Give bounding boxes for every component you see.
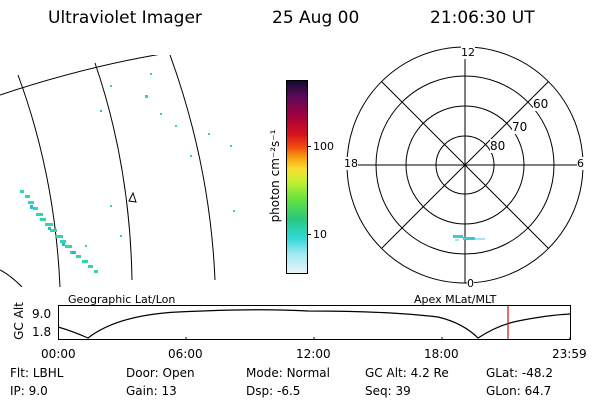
door-value: Open bbox=[162, 366, 195, 380]
mlt-label-6: 6 bbox=[577, 157, 584, 170]
time-tick-0600: 06:00 bbox=[168, 347, 203, 361]
mlt-label-18: 18 bbox=[344, 157, 358, 170]
time-tick-1200: 12:00 bbox=[296, 347, 331, 361]
spacecraft-marker bbox=[128, 191, 137, 203]
colorbar-tick-mark bbox=[307, 234, 311, 235]
mlt-line-diag bbox=[381, 81, 549, 249]
gcalt-info: GC Alt: 4.2 Re bbox=[365, 366, 449, 380]
time-tick-1800: 18:00 bbox=[424, 347, 459, 361]
aurora-emission bbox=[20, 73, 235, 273]
gcalt-tick-1-8: 1.8 bbox=[32, 325, 52, 339]
mode-value: Normal bbox=[286, 366, 330, 380]
seq-info: Seq: 39 bbox=[365, 384, 411, 398]
filter-value: LBHL bbox=[32, 366, 64, 380]
colorbar-unit-label: photon cm⁻²s⁻¹ bbox=[268, 129, 282, 223]
lat-label-70: 70 bbox=[512, 120, 528, 134]
geographic-image-panel bbox=[0, 55, 235, 287]
image-date: 25 Aug 00 bbox=[272, 8, 360, 28]
time-tick-0000: 00:00 bbox=[41, 347, 76, 361]
glon-value: 64.7 bbox=[524, 384, 552, 398]
colorbar-tick-10: 10 bbox=[313, 228, 327, 241]
lat-label-60: 60 bbox=[533, 97, 549, 111]
dsp-info: Dsp: -6.5 bbox=[246, 384, 301, 398]
glat-info: GLat: -48.2 bbox=[486, 366, 553, 380]
gain-value: 13 bbox=[161, 384, 177, 398]
color-scale-bar bbox=[286, 80, 308, 274]
altitude-curve bbox=[58, 309, 571, 339]
gcalt-axis-label: GC Alt bbox=[12, 302, 26, 340]
lat-label-80: 80 bbox=[490, 139, 506, 153]
seq-value: 39 bbox=[395, 384, 411, 398]
meridian-line bbox=[0, 269, 23, 287]
polar-mlt-plot bbox=[346, 46, 584, 284]
colorbar-tick-mark bbox=[307, 146, 311, 147]
filter-info: Flt: LBHL bbox=[10, 366, 64, 380]
dsp-value: -6.5 bbox=[276, 384, 301, 398]
ip-info: IP: 9.0 bbox=[10, 384, 48, 398]
latitude-line bbox=[0, 55, 159, 96]
altitude-plot bbox=[58, 305, 571, 340]
polar-aurora bbox=[453, 235, 485, 241]
ip-value: 9.0 bbox=[28, 384, 48, 398]
instrument-title: Ultraviolet Imager bbox=[48, 8, 202, 28]
gcalt-value: 4.2 Re bbox=[410, 366, 449, 380]
colorbar-tick-100: 100 bbox=[313, 140, 334, 153]
mlt-label-0: 0 bbox=[467, 277, 474, 290]
meridian-line bbox=[169, 55, 216, 281]
mode-info: Mode: Normal bbox=[246, 366, 330, 380]
time-tick-2359: 23:59 bbox=[552, 347, 587, 361]
glat-value: -48.2 bbox=[521, 366, 553, 380]
gcalt-tick-9: 9.0 bbox=[32, 307, 52, 321]
door-info: Door: Open bbox=[126, 366, 195, 380]
geographic-label: Geographic Lat/Lon bbox=[68, 293, 176, 306]
glon-info: GLon: 64.7 bbox=[486, 384, 552, 398]
image-time: 21:06:30 UT bbox=[430, 8, 535, 28]
apex-label: Apex MLat/MLT bbox=[414, 293, 497, 306]
mlt-label-12: 12 bbox=[461, 46, 475, 59]
meridian-line bbox=[17, 74, 61, 287]
meridian-line bbox=[94, 62, 133, 281]
gain-info: Gain: 13 bbox=[126, 384, 177, 398]
